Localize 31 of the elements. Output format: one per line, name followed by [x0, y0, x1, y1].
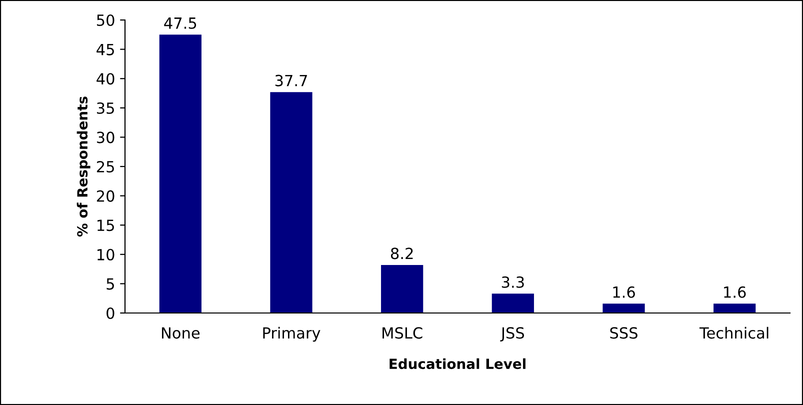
x-axis-title: Educational Level — [390, 358, 526, 370]
data-label: 1.6 — [724, 286, 746, 298]
data-label: 8.2 — [390, 248, 413, 260]
y-tick-label: 50 — [97, 14, 114, 26]
bar — [159, 34, 202, 313]
y-tick-label: 30 — [97, 132, 114, 144]
bar — [602, 304, 645, 313]
x-tick-label: MSLC — [382, 327, 422, 339]
x-tick-label: JSS — [500, 327, 524, 342]
bar — [270, 92, 312, 313]
data-label: 37.7 — [275, 74, 307, 86]
y-tick-label: 0 — [106, 307, 114, 320]
x-tick-label: None — [162, 327, 200, 339]
data-label: 47.5 — [164, 18, 196, 29]
x-tick-label: Technical — [699, 326, 768, 339]
bar — [714, 304, 756, 313]
x-tick-label: SSS — [610, 327, 638, 339]
x-tick-label: Primary — [263, 326, 320, 342]
y-tick-label: 25 — [96, 160, 114, 173]
y-tick-label: 35 — [97, 102, 114, 114]
y-tick-label: 40 — [96, 73, 114, 85]
y-tick-label: 5 — [106, 278, 114, 290]
y-tick-label: 15 — [98, 220, 114, 232]
data-label: 1.6 — [613, 286, 635, 298]
y-tick-label: 10 — [98, 248, 114, 260]
y-tick-label: 45 — [96, 44, 114, 56]
data-label: 3.3 — [502, 276, 524, 288]
y-axis-title: % of Respondents — [76, 96, 90, 237]
y-tick-label: 20 — [96, 190, 114, 202]
bar — [492, 294, 534, 313]
bar — [381, 264, 424, 313]
